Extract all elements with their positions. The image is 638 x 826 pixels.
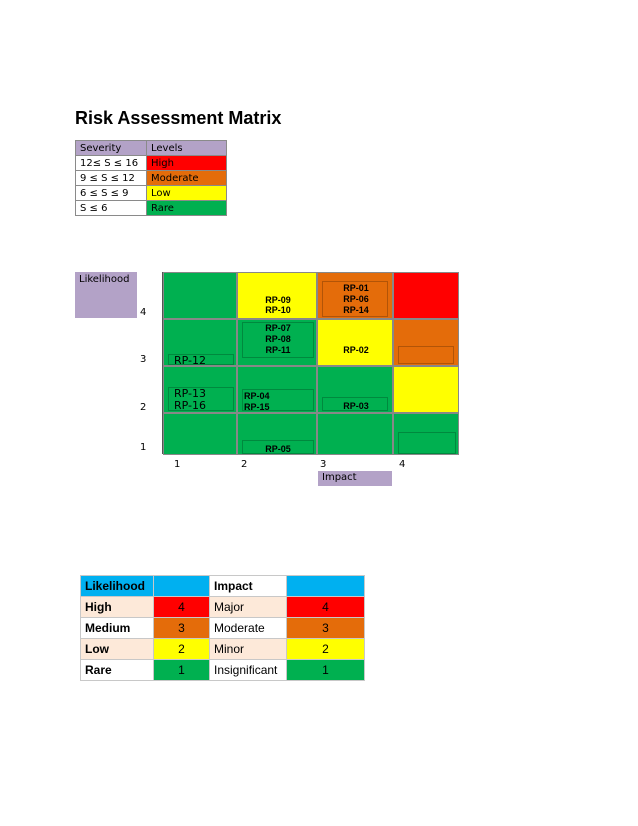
likelihood-value: 4	[153, 596, 210, 618]
severity-header-row: Severity Levels	[75, 140, 227, 156]
matrix-cell-r3c4	[393, 319, 459, 366]
risk-item: RP-08	[265, 334, 291, 344]
severity-row-rare: S ≤ 6 Rare	[75, 200, 227, 216]
y-tick-4: 4	[140, 307, 147, 318]
risk-item: RP-12	[174, 354, 207, 367]
likelihood-value: 2	[153, 638, 210, 660]
risk-item: RP-05	[265, 444, 291, 454]
severity-range: 9 ≤ S ≤ 12	[75, 170, 147, 186]
risk-item: RP-13	[174, 387, 207, 400]
impact-value-header	[286, 575, 365, 597]
risk-item: RP-10	[265, 305, 291, 315]
risk-item: RP-03	[343, 401, 369, 411]
x-tick-2: 2	[241, 459, 248, 470]
matrix-cell-r1c3	[317, 413, 393, 455]
matrix-cell-r2c1: RP-13 RP-16	[163, 366, 237, 413]
cell-frame	[242, 389, 314, 411]
scale-header-row: Likelihood Impact	[80, 575, 365, 597]
cell-frame	[168, 387, 234, 411]
severity-row-high: 12≤ S ≤ 16 High	[75, 155, 227, 171]
impact-name: Minor	[209, 638, 287, 660]
scale-row-medium: Medium 3 Moderate 3	[80, 617, 365, 639]
cell-frame	[168, 354, 234, 365]
matrix-cell-r2c4	[393, 366, 459, 413]
matrix-y-axis-line	[162, 272, 163, 454]
risk-item: RP-01	[343, 283, 369, 293]
cell-frame	[242, 440, 314, 454]
impact-header: Impact	[209, 575, 287, 597]
matrix-cell-r4c3: RP-01 RP-06 RP-14	[317, 272, 393, 319]
x-tick-4: 4	[399, 459, 406, 470]
likelihood-axis-label: Likelihood	[75, 272, 137, 318]
risk-item: RP-02	[343, 345, 369, 355]
severity-level: High	[146, 155, 227, 171]
cell-frame	[322, 397, 388, 411]
matrix-cell-r2c2: RP-04 RP-15	[237, 366, 317, 413]
severity-range: S ≤ 6	[75, 200, 147, 216]
cell-frame	[398, 432, 456, 454]
severity-header: Severity	[75, 140, 147, 156]
severity-level: Low	[146, 185, 227, 201]
matrix-cell-r4c4	[393, 272, 459, 319]
severity-level: Moderate	[146, 170, 227, 186]
likelihood-value: 1	[153, 659, 210, 681]
likelihood-name: Rare	[80, 659, 154, 681]
likelihood-name: High	[80, 596, 154, 618]
cell-frame	[322, 281, 388, 317]
risk-item: RP-07	[265, 323, 291, 333]
levels-header: Levels	[146, 140, 227, 156]
scale-row-rare: Rare 1 Insignificant 1	[80, 659, 365, 681]
risk-matrix: RP-09 RP-10 RP-01 RP-06 RP-14 RP-12 RP-0…	[163, 272, 459, 455]
y-tick-3: 3	[140, 354, 147, 365]
risk-item: RP-09	[265, 295, 291, 305]
matrix-cell-r4c2: RP-09 RP-10	[237, 272, 317, 319]
matrix-cell-r3c1: RP-12	[163, 319, 237, 367]
page-title: Risk Assessment Matrix	[75, 108, 282, 128]
matrix-cell-r2c3: RP-03	[317, 366, 393, 413]
severity-level: Rare	[146, 200, 227, 216]
risk-item: RP-16	[174, 399, 207, 412]
impact-value: 4	[286, 596, 365, 618]
impact-value: 1	[286, 659, 365, 681]
likelihood-name: Low	[80, 638, 154, 660]
matrix-cell-r1c4	[393, 413, 459, 455]
severity-row-moderate: 9 ≤ S ≤ 12 Moderate	[75, 170, 227, 186]
risk-item: RP-04	[244, 391, 270, 401]
scale-row-high: High 4 Major 4	[80, 596, 365, 618]
matrix-cell-r3c2: RP-07 RP-08 RP-11	[237, 319, 317, 366]
impact-name: Major	[209, 596, 287, 618]
likelihood-value: 3	[153, 617, 210, 639]
severity-range: 12≤ S ≤ 16	[75, 155, 147, 171]
y-tick-1: 1	[140, 442, 147, 453]
cell-frame	[398, 346, 454, 364]
impact-name: Moderate	[209, 617, 287, 639]
x-tick-1: 1	[174, 459, 181, 470]
severity-levels-table: Severity Levels 12≤ S ≤ 16 High 9 ≤ S ≤ …	[75, 140, 227, 216]
impact-value: 2	[286, 638, 365, 660]
severity-range: 6 ≤ S ≤ 9	[75, 185, 147, 201]
impact-axis-label: Impact	[318, 471, 392, 486]
likelihood-header: Likelihood	[80, 575, 154, 597]
y-tick-2: 2	[140, 402, 147, 413]
impact-name: Insignificant	[209, 659, 287, 681]
severity-row-low: 6 ≤ S ≤ 9 Low	[75, 185, 227, 201]
cell-frame	[242, 322, 314, 358]
matrix-cell-r1c1	[163, 413, 237, 455]
risk-item: RP-14	[343, 305, 369, 315]
risk-item: RP-11	[265, 345, 291, 355]
scale-row-low: Low 2 Minor 2	[80, 638, 365, 660]
likelihood-value-header	[153, 575, 210, 597]
matrix-cell-r4c1	[163, 272, 237, 319]
x-tick-3: 3	[320, 459, 327, 470]
matrix-cell-r3c3: RP-02	[317, 319, 393, 366]
risk-item: RP-15	[244, 402, 270, 412]
impact-value: 3	[286, 617, 365, 639]
likelihood-name: Medium	[80, 617, 154, 639]
matrix-cell-r1c2: RP-05	[237, 413, 317, 455]
likelihood-impact-scale-table: Likelihood Impact High 4 Major 4 Medium …	[80, 575, 365, 681]
risk-item: RP-06	[343, 294, 369, 304]
